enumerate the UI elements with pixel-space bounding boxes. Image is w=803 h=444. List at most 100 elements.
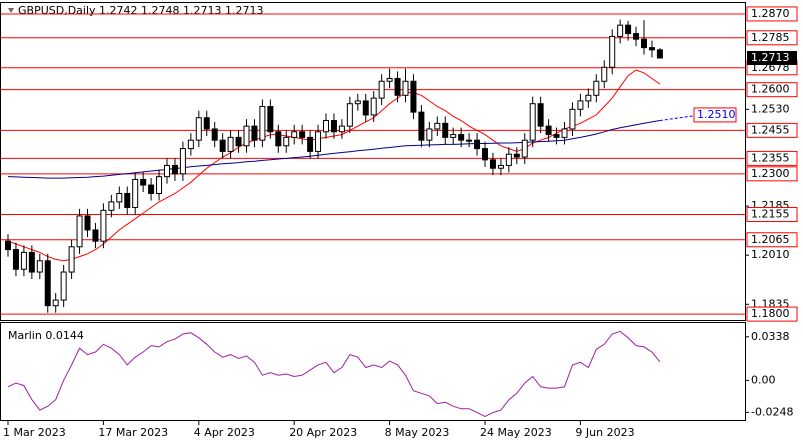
candle-body: [378, 80, 385, 99]
level-label: 1.2355: [751, 151, 790, 164]
candle-body: [195, 117, 202, 141]
candle-body: [92, 229, 99, 242]
candle-body: [482, 148, 488, 161]
candle-body: [140, 178, 147, 186]
level-label: 1.1800: [751, 307, 790, 320]
chart-title: GBPUSD,Daily 1.2742 1.2748 1.2713 1.2713: [18, 4, 263, 17]
level-label-box: [746, 232, 798, 248]
candle-body: [386, 77, 393, 82]
candle-body: [100, 209, 107, 242]
candle-body: [426, 128, 433, 141]
candle-body: [28, 251, 35, 273]
trendline-label: 1.2510: [697, 108, 736, 121]
level-label: 1.2065: [751, 233, 790, 246]
level-label-box: [746, 306, 798, 322]
candle-body: [450, 134, 457, 138]
candle-body: [267, 106, 274, 133]
candle-body: [394, 77, 401, 96]
y2-tick-label: 0.0338: [751, 330, 790, 343]
candle-body: [537, 103, 544, 127]
candle-body: [315, 131, 322, 152]
candle-body: [243, 125, 250, 147]
candle-body: [656, 49, 663, 59]
level-label: 1.2455: [751, 123, 790, 136]
candle-body: [362, 100, 369, 116]
candle-body: [299, 131, 306, 138]
candle-body: [354, 100, 361, 105]
candle-body: [219, 139, 226, 152]
candle-body: [474, 139, 481, 150]
level-label: 1.2300: [751, 167, 790, 180]
candle-body: [235, 136, 242, 147]
candle-body: [291, 131, 298, 138]
candle-body: [545, 125, 552, 136]
x-tick-label: 4 Apr 2023: [194, 426, 255, 439]
candle-body: [124, 192, 131, 209]
trendline-label-box: [693, 107, 737, 123]
candle-body: [251, 125, 258, 141]
level-label: 1.2870: [751, 7, 790, 20]
candle-body: [20, 251, 27, 270]
candle-body: [44, 260, 51, 307]
candle-body: [593, 80, 600, 96]
indicator-line: [7, 330, 661, 418]
candle-body: [609, 35, 616, 68]
candle-body: [346, 103, 353, 127]
candle-body: [76, 215, 83, 248]
candle-body: [52, 299, 59, 307]
price-label: 1.2713: [751, 51, 790, 64]
level-label: 1.2155: [751, 208, 790, 221]
candle-body: [12, 249, 19, 270]
candle-body: [203, 117, 210, 130]
candle-body: [60, 271, 67, 301]
x-tick-label: 8 May 2023: [385, 426, 450, 439]
candle-body: [323, 120, 329, 133]
candle-body: [521, 139, 528, 158]
candle-body: [148, 184, 155, 194]
symbol-icon: [8, 8, 14, 13]
candle-body: [641, 38, 647, 49]
y2-tick-label: -0.0248: [751, 405, 793, 418]
candle-body: [370, 97, 377, 116]
candle-body: [171, 164, 178, 175]
candle-body: [275, 131, 282, 147]
candle-body: [156, 176, 163, 194]
level-label-box: [746, 30, 798, 46]
moving-average: [7, 120, 660, 179]
level-label: 1.2600: [751, 83, 790, 96]
candle-body: [211, 128, 218, 141]
candle-body: [442, 122, 449, 138]
candle-body: [307, 136, 314, 152]
candle-body: [338, 125, 345, 133]
candle-body: [227, 136, 234, 152]
y-tick-label: 1.2010: [751, 248, 790, 261]
candle-body: [164, 164, 170, 178]
candle-body: [418, 111, 425, 141]
y2-tick-label: 0.00: [751, 373, 776, 386]
candle-body: [529, 103, 536, 141]
x-tick-label: 1 Mar 2023: [3, 426, 66, 439]
candle-body: [132, 178, 139, 209]
candle-body: [553, 134, 560, 138]
indicator-title: Marlin 0.0144: [8, 329, 84, 342]
candle-body: [569, 108, 576, 130]
x-tick-label: 17 Mar 2023: [98, 426, 168, 439]
level-label-box: [746, 122, 798, 138]
level-label-box: [746, 207, 798, 223]
candle-body: [259, 106, 266, 141]
candle-body: [617, 24, 624, 37]
candle-body: [466, 139, 473, 142]
candle-body: [513, 153, 520, 158]
candle-body: [561, 128, 568, 138]
candle-body: [187, 139, 194, 150]
level-label-box: [746, 166, 798, 182]
candle-body: [116, 192, 123, 203]
candle-body: [497, 164, 504, 169]
candle-body: [585, 94, 592, 102]
candle-body: [5, 240, 11, 251]
x-tick-label: 9 Jun 2023: [575, 426, 634, 439]
level-label-box: [746, 150, 798, 166]
candle-body: [648, 47, 655, 51]
candle-body: [601, 66, 608, 82]
